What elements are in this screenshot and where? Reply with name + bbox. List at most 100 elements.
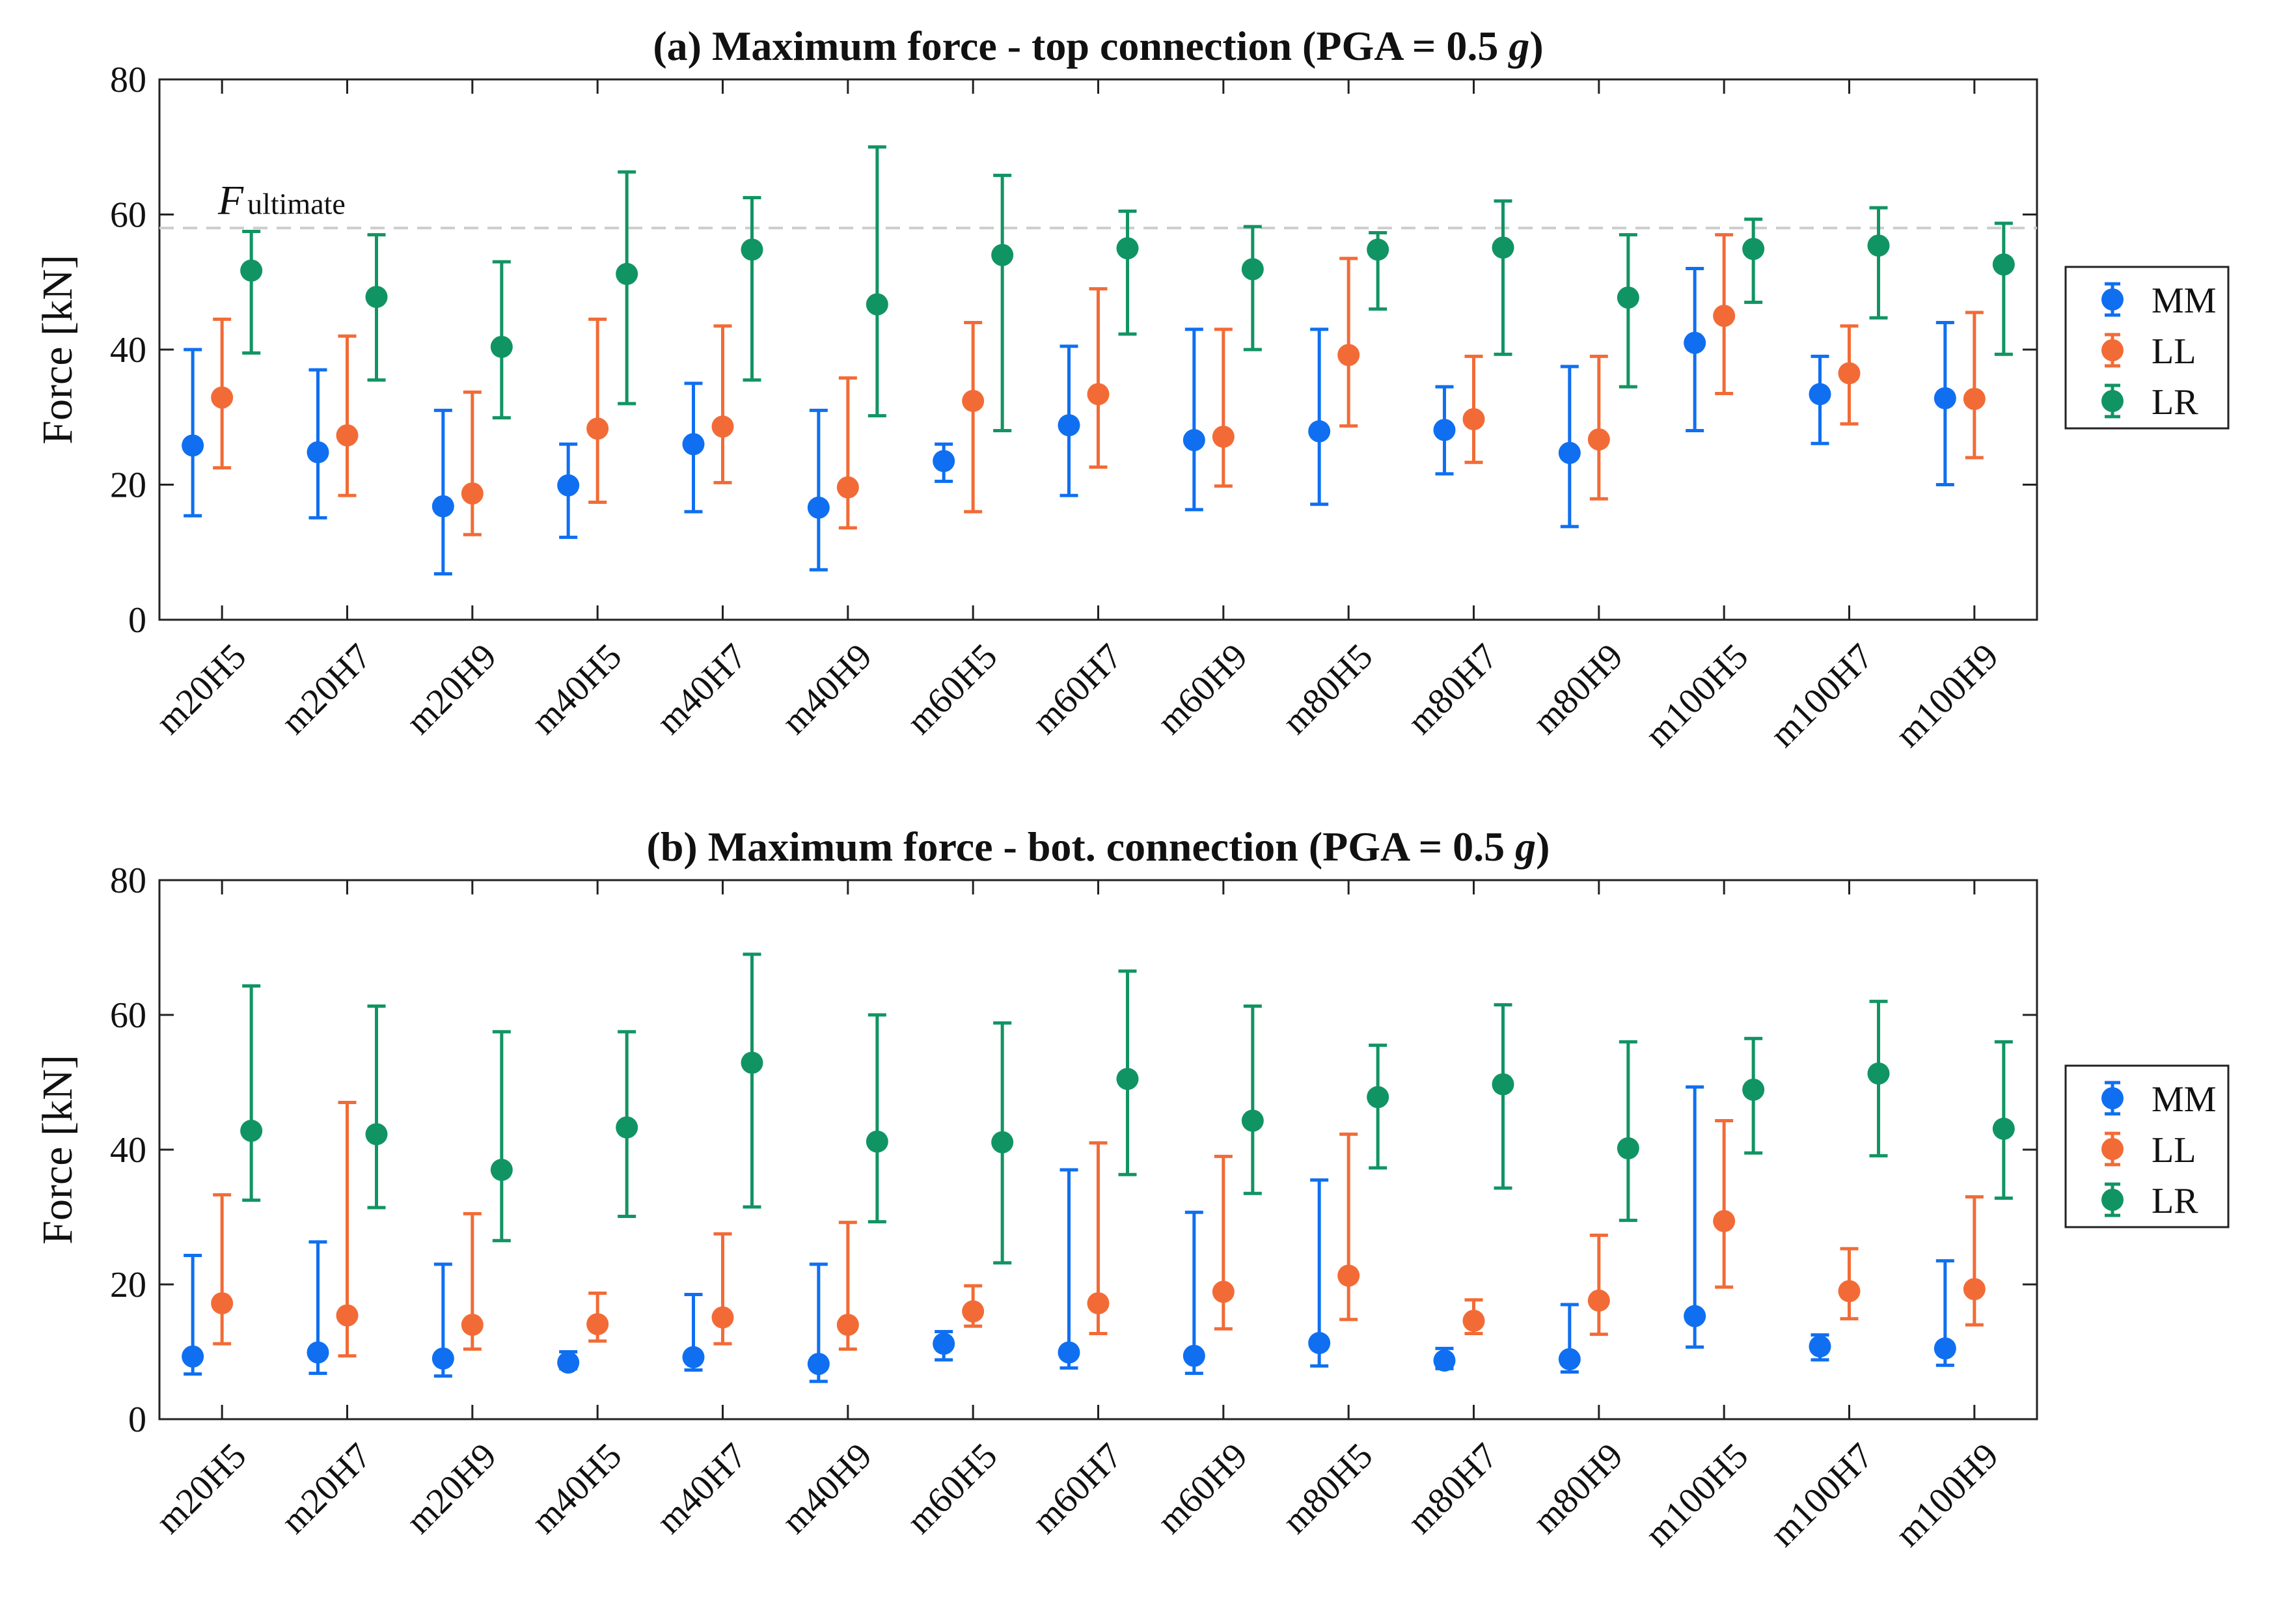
point-ll	[336, 1304, 359, 1327]
point-ll	[461, 482, 484, 505]
x-tick-label: m80H5	[1275, 636, 1381, 742]
x-tick-label: m20H9	[398, 636, 504, 742]
point-ll	[1838, 1280, 1861, 1303]
point-ll	[211, 386, 234, 409]
point-ll	[1337, 1264, 1360, 1287]
point-lr	[1867, 1062, 1890, 1085]
x-tick-label: m80H7	[1400, 1435, 1506, 1542]
point-lr	[1742, 238, 1765, 260]
point-ll	[1462, 408, 1485, 430]
point-mm	[1934, 1337, 1956, 1360]
point-ll	[1963, 387, 1986, 410]
point-lr	[1617, 1137, 1639, 1159]
point-mm	[431, 495, 454, 518]
point-mm	[182, 1345, 204, 1368]
x-tick-label: m100H5	[1637, 1435, 1756, 1554]
point-lr	[1617, 286, 1639, 309]
legend-box	[2064, 1064, 2230, 1228]
point-ll	[1212, 1281, 1235, 1303]
x-tick-label: m40H7	[649, 636, 755, 742]
point-lr	[991, 243, 1014, 266]
point-lr	[1742, 1078, 1765, 1101]
point-mm	[1684, 1305, 1706, 1327]
x-tick-label: m60H5	[899, 636, 1005, 742]
chart-panel-b: (b) Maximum force - bot. connection (PGA…	[34, 824, 2230, 1555]
point-ll	[461, 1314, 484, 1336]
x-tick-label: m20H9	[398, 1435, 504, 1542]
y-tick-label: 40	[110, 330, 146, 370]
x-tick-label: m60H7	[1024, 1435, 1130, 1542]
x-tick-label: m100H7	[1762, 1435, 1881, 1554]
legend: MM LL LR	[2064, 1064, 2230, 1228]
y-tick-label: 20	[110, 1265, 146, 1305]
x-tick-label: m20H5	[148, 1435, 254, 1542]
legend-label-ll: LL	[2152, 331, 2196, 372]
x-tick-label: m60H5	[899, 1435, 1005, 1542]
legend-label-lr: LR	[2152, 382, 2198, 422]
y-axis-label: Force [kN]	[34, 1055, 81, 1244]
point-ll	[336, 424, 359, 447]
legend-marker-mm	[2101, 1087, 2124, 1109]
point-mm	[1558, 441, 1581, 464]
point-ll	[711, 415, 734, 438]
x-tick-label: m20H7	[273, 636, 379, 742]
point-mm	[307, 1341, 329, 1364]
legend-marker-ll	[2101, 339, 2124, 361]
point-lr	[1867, 234, 1890, 257]
x-tick-label: m80H7	[1400, 636, 1506, 742]
point-lr	[1992, 253, 2015, 276]
y-tick-label: 0	[128, 1400, 146, 1440]
point-ll	[962, 1300, 985, 1323]
point-lr	[866, 293, 888, 316]
point-lr	[1992, 1117, 2015, 1140]
point-mm	[682, 433, 705, 456]
point-lr	[365, 1123, 388, 1146]
x-tick-label: m100H5	[1637, 636, 1756, 755]
point-ll	[586, 417, 609, 440]
point-lr	[616, 1116, 638, 1139]
x-tick-label: m40H9	[774, 1435, 880, 1542]
point-lr	[1241, 258, 1264, 281]
point-mm	[1684, 331, 1706, 354]
legend-label-lr: LR	[2152, 1181, 2198, 1221]
point-mm	[807, 496, 830, 519]
y-tick-label: 40	[110, 1130, 146, 1170]
point-mm	[1558, 1348, 1581, 1370]
x-tick-label: m20H7	[273, 1435, 379, 1542]
point-lr	[741, 1051, 763, 1074]
point-mm	[557, 474, 580, 497]
y-tick-label: 80	[110, 60, 146, 100]
point-ll	[1713, 1210, 1736, 1232]
point-lr	[616, 262, 638, 285]
point-mm	[1308, 1332, 1331, 1355]
point-lr	[1367, 1086, 1389, 1109]
x-tick-label: m60H9	[1149, 636, 1255, 742]
point-ll	[1587, 1289, 1610, 1312]
point-lr	[1492, 1073, 1514, 1096]
legend-label-mm: MM	[2152, 1079, 2217, 1120]
chart-panel-a: (a) Maximum force - top connection (PGA …	[34, 23, 2230, 755]
point-lr	[1116, 1068, 1139, 1090]
x-tick-label: m40H7	[649, 1435, 755, 1542]
point-ll	[1713, 305, 1736, 327]
legend-label-mm: MM	[2152, 281, 2217, 321]
point-ll	[836, 476, 859, 499]
x-tick-label: m100H9	[1888, 1435, 2006, 1554]
legend-marker-lr	[2101, 1189, 2124, 1211]
x-tick-label: m100H7	[1762, 636, 1881, 755]
y-axis-label: Force [kN]	[34, 255, 81, 444]
point-lr	[1367, 238, 1389, 261]
y-tick-label: 0	[128, 600, 146, 641]
legend-marker-mm	[2101, 288, 2124, 311]
point-lr	[1241, 1109, 1264, 1132]
x-tick-label: m60H9	[1149, 1435, 1255, 1542]
point-mm	[1433, 419, 1456, 441]
point-mm	[182, 434, 204, 457]
point-mm	[557, 1351, 580, 1374]
y-tick-label: 60	[110, 995, 146, 1036]
point-ll	[586, 1313, 609, 1336]
point-ll	[711, 1306, 734, 1329]
x-tick-label: m80H9	[1525, 636, 1631, 742]
point-ll	[1587, 428, 1610, 450]
